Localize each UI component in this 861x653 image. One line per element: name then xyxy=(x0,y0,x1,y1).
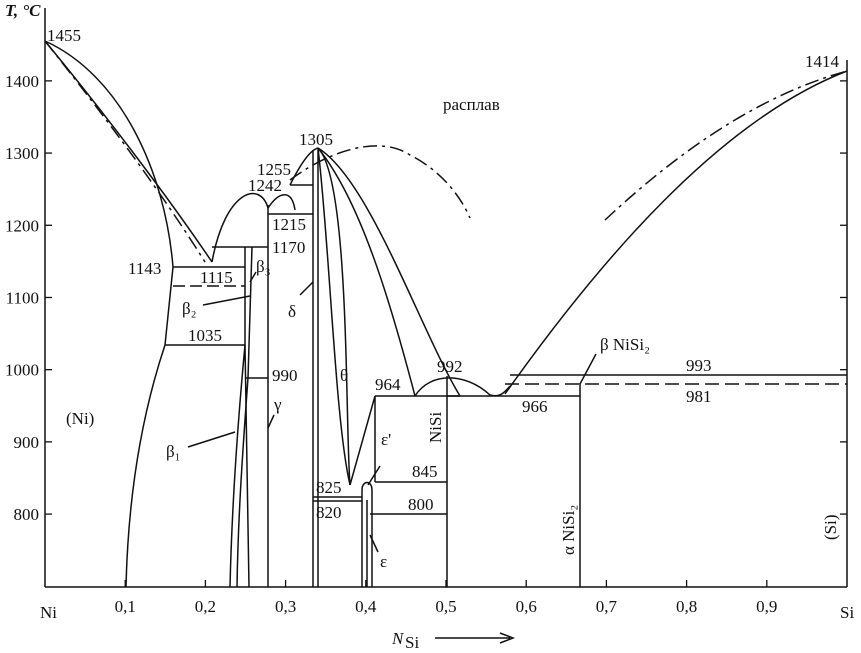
label: 1115 xyxy=(200,268,233,287)
y-tick-label: 1200 xyxy=(5,216,39,235)
label: 993 xyxy=(686,356,712,375)
label: 1255 xyxy=(257,160,291,179)
label: 1305 xyxy=(299,130,333,149)
labels: 1455 1414 расплав 1305 1255 1242 1215 11… xyxy=(47,26,840,571)
x-tick-label: 0,8 xyxy=(676,597,697,616)
label: NiSi xyxy=(426,412,445,443)
label: 1215 xyxy=(272,215,306,234)
x-tick-label: 0,1 xyxy=(115,597,136,616)
y-tick-label: 1100 xyxy=(6,288,39,307)
x-tick-label: 0,7 xyxy=(596,597,618,616)
label: 964 xyxy=(375,375,401,394)
y-tick-label: 800 xyxy=(14,505,40,524)
x-start-label: Ni xyxy=(40,603,57,622)
x-tick-label: 0,9 xyxy=(756,597,777,616)
label: θ xyxy=(340,366,348,385)
label: (Ni) xyxy=(66,409,94,428)
x-end-label: Si xyxy=(840,603,854,622)
label: 825 xyxy=(316,478,342,497)
label: расплав xyxy=(443,95,500,114)
label: 1242 xyxy=(248,176,282,195)
x-tick-label: 0,3 xyxy=(275,597,296,616)
y-tick-label: 1300 xyxy=(5,144,39,163)
label: 990 xyxy=(272,366,298,385)
label: ε xyxy=(380,552,387,571)
label: 800 xyxy=(408,495,434,514)
label: α NiSi₂ xyxy=(559,505,578,555)
label: β₂ xyxy=(182,299,197,318)
label: β₃ xyxy=(256,257,271,276)
label: 1455 xyxy=(47,26,81,45)
y-axis-label: T, °C xyxy=(5,1,41,20)
y-tick-label: 900 xyxy=(14,433,40,452)
label: 1170 xyxy=(272,238,305,257)
x-axis-label-sub: Si xyxy=(405,633,419,652)
label: β₁ xyxy=(166,442,181,461)
label: 845 xyxy=(412,462,438,481)
label: 1035 xyxy=(188,326,222,345)
x-axis-arrow xyxy=(435,632,516,644)
label: (Si) xyxy=(821,515,840,541)
label: ε' xyxy=(381,430,391,449)
label: β NiSi₂ xyxy=(600,335,650,354)
x-tick-label: 0,2 xyxy=(195,597,216,616)
x-tick-label: 0,6 xyxy=(516,597,537,616)
y-tick-label: 1000 xyxy=(5,361,39,380)
x-axis-label: N xyxy=(391,629,405,648)
label: γ xyxy=(273,395,282,414)
label: δ xyxy=(288,302,296,321)
label: 992 xyxy=(437,357,463,376)
label: 1414 xyxy=(805,52,840,71)
label: 820 xyxy=(316,503,342,522)
x-tick-label: 0,5 xyxy=(435,597,456,616)
phase-boundaries xyxy=(44,40,848,588)
y-tick-label: 1400 xyxy=(5,72,39,91)
label: 1143 xyxy=(128,259,161,278)
label: 981 xyxy=(686,387,712,406)
x-tick-label: 0,4 xyxy=(355,597,377,616)
label: 966 xyxy=(522,397,548,416)
